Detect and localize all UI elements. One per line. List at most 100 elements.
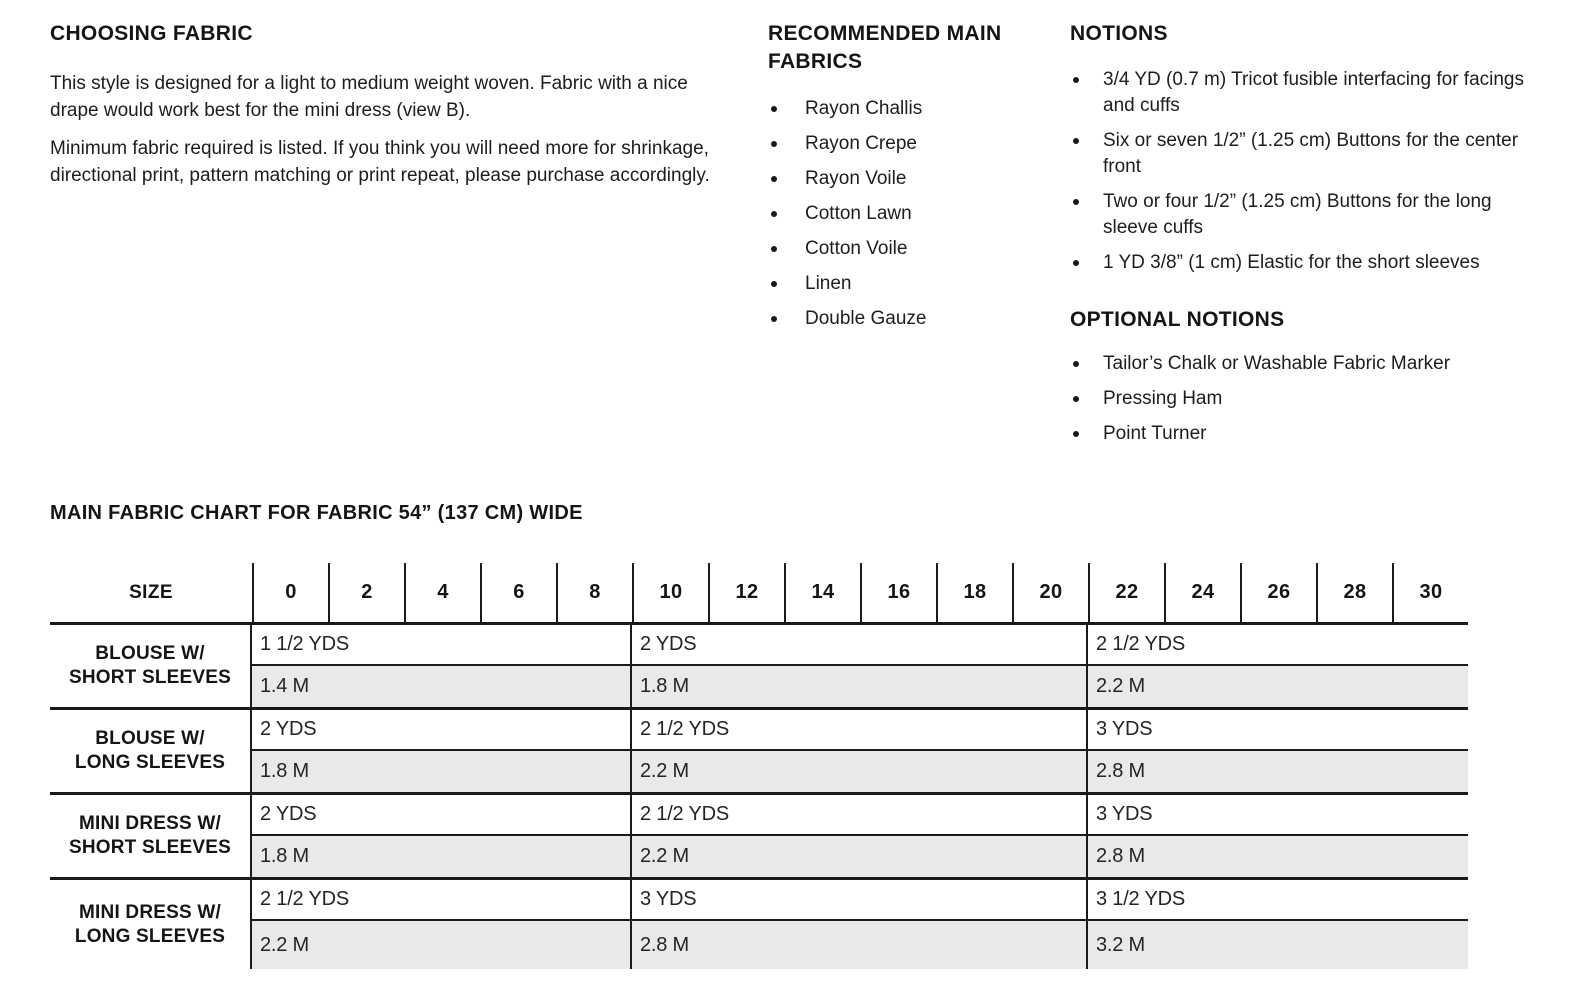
list-item: Tailor’s Chalk or Washable Fabric Marker	[1070, 351, 1467, 377]
table-row-blouse-long-sleeves: BLOUSE W/ LONG SLEEVES 2 YDS 2 1/2 YDS 3…	[50, 710, 1468, 795]
fabric-item-label: Linen	[805, 273, 852, 294]
yardage-cell: 3 1/2 YDS	[1088, 880, 1468, 921]
meters-cell: 2.8 M	[1088, 836, 1468, 877]
table-row-mini-dress-short-sleeves: MINI DRESS W/ SHORT SLEEVES 2 YDS 2 1/2 …	[50, 795, 1468, 880]
list-item: Two or four 1/2” (1.25 cm) Buttons for t…	[1070, 189, 1536, 241]
bullet-icon	[771, 106, 777, 112]
yardage-cell: 3 YDS	[632, 880, 1088, 921]
notion-item-label: Two or four 1/2” (1.25 cm) Buttons for t…	[1103, 191, 1492, 238]
row-label-line: LONG SLEEVES	[74, 752, 226, 773]
yardage-cell: 3 YDS	[1088, 795, 1468, 836]
meters-cell: 2.2 M	[632, 751, 1088, 792]
size-header-cell: 14	[784, 563, 860, 622]
size-column-header: SIZE	[129, 581, 173, 603]
optional-notion-label: Tailor’s Chalk or Washable Fabric Marker	[1103, 353, 1451, 374]
bullet-icon	[771, 141, 777, 147]
notions-list: 3/4 YD (0.7 m) Tricot fusible interfacin…	[1070, 67, 1536, 276]
optional-notions-list: Tailor’s Chalk or Washable Fabric Marker…	[1070, 351, 1536, 447]
bullet-icon	[1073, 77, 1079, 83]
bullet-icon	[771, 281, 777, 287]
size-header-cell: 22	[1088, 563, 1164, 622]
meters-cell: 3.2 M	[1088, 921, 1468, 969]
row-label-line: LONG SLEEVES	[74, 925, 226, 947]
yardage-cell: 2 1/2 YDS	[632, 795, 1088, 836]
notion-item-label: 3/4 YD (0.7 m) Tricot fusible interfacin…	[1103, 69, 1524, 116]
yardage-cell: 2 1/2 YDS	[1088, 625, 1468, 666]
row-label: BLOUSE W/ LONG SLEEVES	[50, 710, 252, 792]
row-label-line: SHORT SLEEVES	[68, 667, 232, 688]
notion-item-label: 1 YD 3/8” (1 cm) Elastic for the short s…	[1103, 252, 1480, 273]
list-item: Cotton Lawn	[768, 201, 1056, 227]
size-header-cell: 28	[1316, 563, 1392, 622]
size-header-cell: 16	[860, 563, 936, 622]
meters-cell: 1.8 M	[632, 666, 1088, 707]
fabric-item-label: Rayon Voile	[805, 168, 907, 189]
meters-cell: 1.8 M	[252, 751, 632, 792]
fabric-item-label: Cotton Lawn	[805, 203, 912, 224]
bullet-icon	[1073, 396, 1079, 402]
choosing-fabric-paragraph: Minimum fabric required is listed. If yo…	[50, 138, 710, 186]
yardage-cell: 1 1/2 YDS	[252, 625, 632, 666]
fabric-item-label: Rayon Crepe	[805, 133, 917, 154]
notions-section: NOTIONS 3/4 YD (0.7 m) Tricot fusible in…	[1070, 20, 1536, 456]
yardage-cell: 2 1/2 YDS	[252, 880, 632, 921]
meters-cell: 2.2 M	[632, 836, 1088, 877]
yardage-cell: 2 YDS	[632, 625, 1088, 666]
choosing-fabric-paragraph: This style is designed for a light to me…	[50, 73, 688, 121]
size-header-cell: 24	[1164, 563, 1240, 622]
size-header-cell: 26	[1240, 563, 1316, 622]
recommended-fabrics-heading: RECOMMENDED MAIN FABRICS	[768, 22, 1002, 73]
bullet-icon	[1073, 361, 1079, 367]
bullet-icon	[1073, 260, 1079, 266]
optional-notion-label: Point Turner	[1103, 423, 1207, 444]
bullet-icon	[771, 316, 777, 322]
size-header-cell: 30	[1392, 563, 1468, 622]
bullet-icon	[771, 211, 777, 217]
row-label-line: MINI DRESS W/	[79, 813, 221, 834]
fabric-item-label: Double Gauze	[805, 308, 927, 329]
list-item: Rayon Crepe	[768, 131, 1056, 157]
row-label: BLOUSE W/ SHORT SLEEVES	[50, 625, 252, 707]
size-header-cell: 0	[252, 563, 328, 622]
optional-notions-heading: OPTIONAL NOTIONS	[1070, 308, 1285, 331]
size-header-cell: 4	[404, 563, 480, 622]
meters-cell: 2.2 M	[252, 921, 632, 969]
fabric-chart-header-row: SIZE 0 2 4 6 8 10 12 14 16 18 20 22 24 2…	[50, 563, 1468, 625]
fabric-chart-title: MAIN FABRIC CHART FOR FABRIC 54” (137 CM…	[50, 502, 583, 524]
size-header-cell: 18	[936, 563, 1012, 622]
notions-heading: NOTIONS	[1070, 22, 1168, 45]
choosing-fabric-heading: CHOOSING FABRIC	[50, 22, 253, 45]
yardage-cell: 2 1/2 YDS	[632, 710, 1088, 751]
size-header-cell: 20	[1012, 563, 1088, 622]
fabric-item-label: Rayon Challis	[805, 98, 923, 119]
fabric-item-label: Cotton Voile	[805, 238, 908, 259]
recommended-fabrics-list: Rayon Challis Rayon Crepe Rayon Voile Co…	[768, 96, 1056, 332]
list-item: Cotton Voile	[768, 236, 1056, 262]
list-item: Six or seven 1/2” (1.25 cm) Buttons for …	[1070, 128, 1536, 180]
meters-cell: 1.4 M	[252, 666, 632, 707]
row-label-line: MINI DRESS W/	[79, 901, 221, 923]
list-item: Pressing Ham	[1070, 386, 1467, 412]
bullet-icon	[771, 246, 777, 252]
recommended-fabrics-section: RECOMMENDED MAIN FABRICS Rayon Challis R…	[768, 20, 1056, 341]
list-item: 3/4 YD (0.7 m) Tricot fusible interfacin…	[1070, 67, 1536, 119]
list-item: Double Gauze	[768, 306, 1056, 332]
meters-cell: 2.8 M	[1088, 751, 1468, 792]
row-label: MINI DRESS W/ LONG SLEEVES	[50, 880, 252, 969]
bullet-icon	[1073, 138, 1079, 144]
yardage-cell: 2 YDS	[252, 795, 632, 836]
list-item: Linen	[768, 271, 1056, 297]
row-label-line: SHORT SLEEVES	[68, 837, 232, 858]
meters-cell: 1.8 M	[252, 836, 632, 877]
choosing-fabric-section: CHOOSING FABRIC This style is designed f…	[50, 20, 726, 189]
size-header-cell: 12	[708, 563, 784, 622]
list-item: Point Turner	[1070, 421, 1467, 447]
fabric-chart-table: SIZE 0 2 4 6 8 10 12 14 16 18 20 22 24 2…	[50, 563, 1468, 969]
row-label: MINI DRESS W/ SHORT SLEEVES	[50, 795, 252, 877]
row-label-line: BLOUSE W/	[95, 643, 205, 664]
meters-cell: 2.8 M	[632, 921, 1088, 969]
optional-notion-label: Pressing Ham	[1103, 388, 1223, 409]
size-header-cell: 10	[632, 563, 708, 622]
meters-cell: 2.2 M	[1088, 666, 1468, 707]
